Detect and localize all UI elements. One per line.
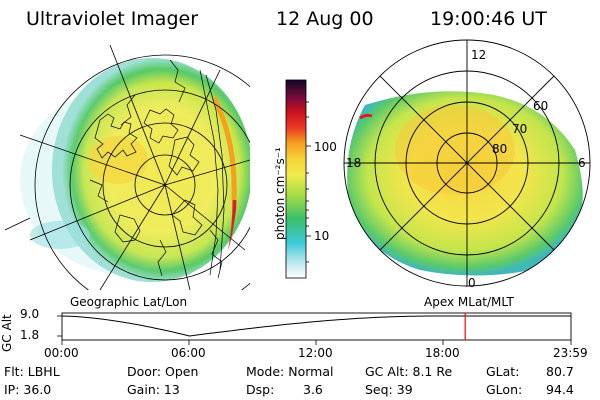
colorbar <box>285 79 311 279</box>
mlat-label-70: 70 <box>512 122 528 136</box>
instrument-title: Ultraviolet Imager <box>26 8 199 30</box>
info-door: Door: Open <box>127 364 199 379</box>
info-dsp-label: Dsp: <box>246 382 275 397</box>
colorbar-tick-10: 10 <box>314 229 330 243</box>
altitude-curve <box>61 315 571 337</box>
info-filter: Flt: LBHL <box>4 364 60 379</box>
mlt-label-6: 6 <box>578 156 586 170</box>
mlat-label-60: 60 <box>533 99 549 113</box>
left-panel-caption: Geographic Lat/Lon <box>70 295 188 309</box>
altitude-plot <box>57 312 572 345</box>
colorbar-tick-100: 100 <box>314 140 337 154</box>
altitude-ytick-high: 9.0 <box>20 307 40 321</box>
info-sequence: Seq: 39 <box>365 382 413 397</box>
mlt-label-12: 12 <box>471 48 487 62</box>
right-panel-caption: Apex MLat/MLT <box>424 295 514 309</box>
info-mode: Mode: Normal <box>246 364 334 379</box>
mlt-label-0: 0 <box>468 276 476 290</box>
info-dsp-value: 3.6 <box>303 382 323 397</box>
info-glat-label: GLat: <box>486 364 520 379</box>
info-glon-label: GLon: <box>486 382 523 397</box>
altitude-xtick-1: 06:00 <box>171 346 206 360</box>
altitude-ytick-low: 1.8 <box>20 328 40 342</box>
right-polar-plot <box>343 39 591 287</box>
observation-date: 12 Aug 00 <box>276 8 374 30</box>
observation-time: 19:00:46 UT <box>430 8 547 30</box>
mlat-label-80: 80 <box>492 142 508 156</box>
altitude-xtick-3: 18:00 <box>425 346 460 360</box>
altitude-ylabel: GC Alt <box>0 314 14 352</box>
info-gain: Gain: 13 <box>127 382 180 397</box>
info-glon-value: 94.4 <box>546 382 574 397</box>
altitude-xtick-4: 23:59 <box>553 346 588 360</box>
left-auroral-image <box>4 45 250 290</box>
altitude-xtick-2: 12:00 <box>298 346 333 360</box>
altitude-xtick-0: 00:00 <box>44 346 79 360</box>
info-glat-value: 80.7 <box>546 364 574 379</box>
info-gc-altitude: GC Alt: 8.1 Re <box>365 364 453 379</box>
colorbar-unit-label: photon cm⁻²s⁻¹ <box>273 147 287 240</box>
info-ip: IP: 36.0 <box>4 382 52 397</box>
mlt-label-18: 18 <box>346 156 362 170</box>
